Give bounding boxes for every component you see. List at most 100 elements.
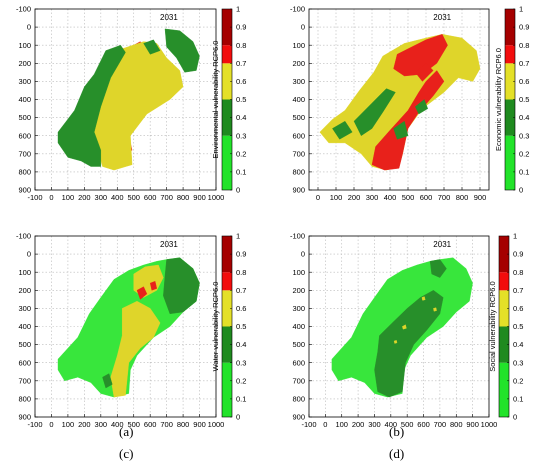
y-tick-label: 800: [292, 168, 305, 177]
colorbar-band: [222, 99, 232, 136]
colorbar-band: [499, 236, 509, 273]
y-tick-label: 100: [292, 41, 305, 50]
y-tick-label: 500: [18, 340, 31, 349]
x-tick-label: 300: [95, 420, 108, 429]
y-tick-label: 800: [292, 395, 305, 404]
colorbar-band: [222, 9, 232, 46]
x-tick-label: 700: [434, 420, 447, 429]
x-tick-label: 500: [401, 420, 414, 429]
panel-c: -100 0 100 200 300 400 500 600 700 800 900 1000-100…: [16, 232, 246, 429]
colorbar-tick-label: 0.3: [236, 131, 246, 140]
x-tick-label: 600: [417, 420, 430, 429]
y-tick-label: 900: [18, 186, 31, 195]
x-tick-label: 900: [466, 420, 479, 429]
y-tick-label: 200: [18, 286, 31, 295]
colorbar-tick-label: 0.6: [236, 77, 246, 86]
year-label: 2031: [433, 13, 451, 22]
map-region-low: [102, 373, 113, 389]
x-tick-label: -100: [27, 193, 42, 202]
panel-caption-c: (c): [119, 446, 134, 461]
x-tick-label: 800: [177, 193, 190, 202]
y-tick-label: 700: [18, 376, 31, 385]
y-tick-label: -100: [290, 5, 305, 14]
colorbar-tick-label: 0.7: [519, 59, 529, 68]
y-tick-label: 700: [18, 149, 31, 158]
y-tick-label: 700: [292, 376, 305, 385]
colorbar-tick-label: 1: [236, 5, 240, 14]
x-tick-label: 100: [62, 193, 75, 202]
y-tick-label: 0: [27, 23, 31, 32]
x-tick-label: 700: [160, 420, 173, 429]
y-tick-label: 600: [292, 131, 305, 140]
map-region-moderate: [421, 296, 426, 301]
colorbar-tick-label: 1: [236, 232, 240, 241]
y-tick-label: 400: [18, 322, 31, 331]
y-tick-label: 200: [292, 286, 305, 295]
map-region-low: [163, 257, 200, 315]
colorbar-tick-label: 0.1: [513, 395, 523, 404]
colorbar-tick-label: 0.6: [513, 304, 523, 313]
map-region-low: [374, 290, 444, 398]
colorbar: 0 0.1 0.2 0.3 0.4 0.5 0.6 0.7 0.8 0.9 1 Water vulne…: [211, 232, 246, 422]
map-region-low: [164, 28, 200, 73]
x-tick-label: 200: [78, 420, 91, 429]
map-region-moderate: [393, 340, 398, 344]
colorbar-band: [499, 362, 509, 417]
map-region-low: [393, 120, 409, 140]
x-tick-label: 300: [95, 193, 108, 202]
x-tick-label: 0: [316, 193, 320, 202]
colorbar-tick-label: 0.5: [236, 95, 246, 104]
colorbar: 0 0.1 0.2 0.3 0.4 0.5 0.6 0.7 0.8 0.9 1 Economic vu…: [494, 5, 529, 195]
colorbar-tick-label: 0: [513, 413, 517, 422]
map-region-low: [332, 120, 353, 140]
map-region-low: [429, 259, 447, 278]
x-tick-label: 1000: [481, 420, 498, 429]
panel-a: -100 0 100 200 300 400 500 600 700 800 900 1000-100…: [16, 5, 246, 202]
y-tick-label: 200: [292, 59, 305, 68]
y-tick-label: 400: [18, 95, 31, 104]
x-tick-label: 400: [384, 193, 397, 202]
map-region-high: [371, 70, 445, 171]
y-tick-label: -100: [16, 5, 31, 14]
colorbar-band: [222, 236, 232, 273]
colorbar-tick-label: 0.2: [236, 376, 246, 385]
colorbar-tick-label: 0.5: [519, 95, 529, 104]
colorbar-band: [222, 272, 232, 291]
colorbar-tick-label: 0.9: [519, 23, 529, 32]
y-tick-label: 400: [292, 95, 305, 104]
colorbar-band: [222, 362, 232, 417]
colorbar-band: [505, 63, 515, 100]
colorbar-tick-label: 0.9: [513, 250, 523, 259]
colorbar-tick-label: 0.6: [519, 77, 529, 86]
colorbar-tick-label: 0.2: [236, 149, 246, 158]
map-region-high: [149, 281, 158, 291]
colorbar-band: [499, 272, 509, 291]
colorbar-tick-label: 0.3: [519, 131, 529, 140]
year-label: 2031: [160, 240, 178, 249]
y-tick-label: 300: [18, 304, 31, 313]
colorbar-tick-label: 0: [519, 186, 523, 195]
map-region-moderate: [433, 307, 437, 312]
x-tick-label: 500: [127, 420, 140, 429]
colorbar-tick-label: 0.2: [513, 376, 523, 385]
y-tick-label: 0: [301, 23, 305, 32]
colorbar-tick-label: 1: [513, 232, 517, 241]
panel-b: 0 100 200 300 400 500 600 700 800 900 -100 0 100 200 3…: [290, 5, 529, 202]
year-label: 2031: [433, 240, 451, 249]
x-tick-label: 200: [78, 193, 91, 202]
x-tick-label: 400: [385, 420, 398, 429]
colorbar-tick-label: 0: [236, 413, 240, 422]
colorbar-band: [222, 326, 232, 363]
x-tick-label: 0: [49, 420, 53, 429]
y-tick-label: 800: [18, 395, 31, 404]
y-tick-label: 300: [18, 77, 31, 86]
colorbar-tick-label: 0.3: [513, 358, 523, 367]
y-tick-label: 600: [292, 358, 305, 367]
y-tick-label: 600: [18, 358, 31, 367]
colorbar-label: Economic vulnerability RCP6.0: [494, 48, 503, 151]
colorbar-tick-label: 0.7: [236, 286, 246, 295]
x-tick-label: 600: [420, 193, 433, 202]
y-tick-label: -100: [16, 232, 31, 241]
